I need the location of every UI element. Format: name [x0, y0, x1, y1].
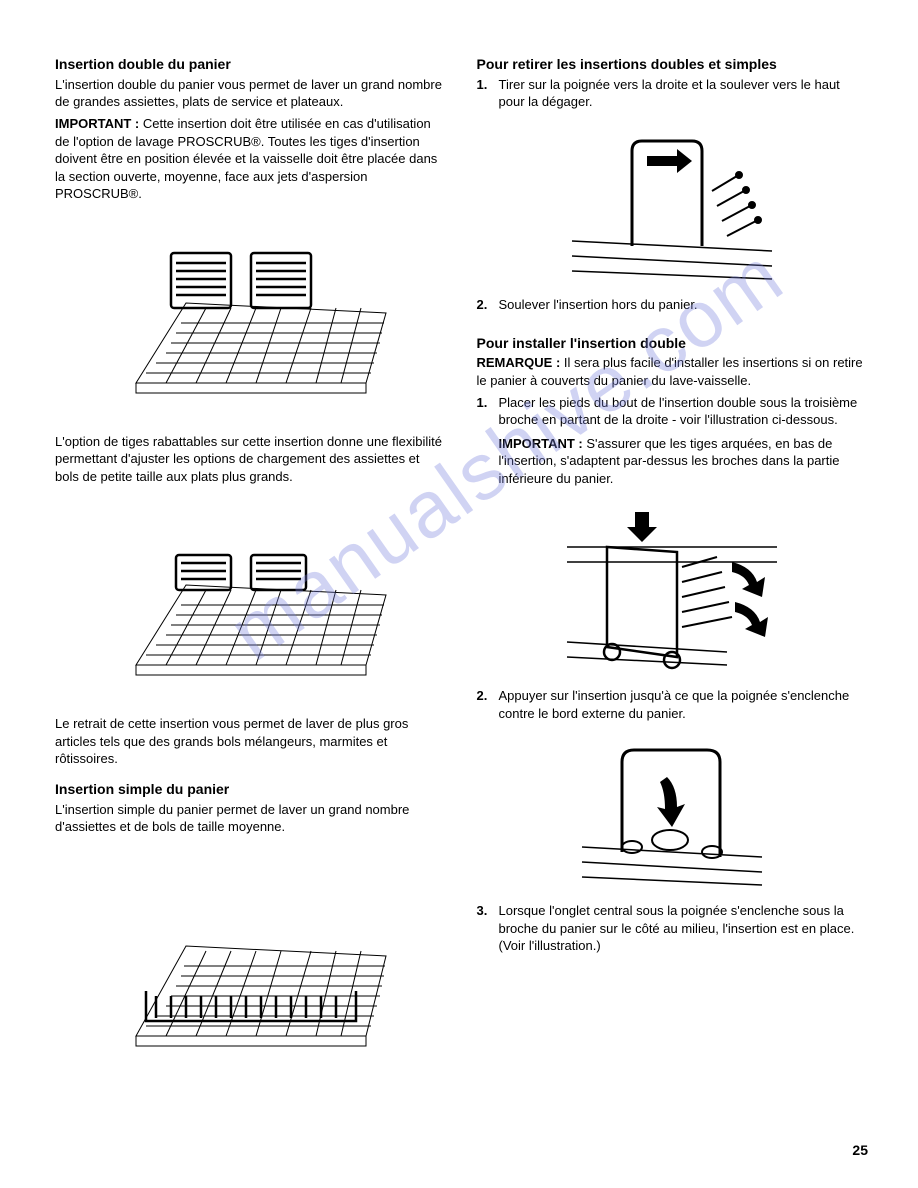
- para-tiges-rabattables: L'option de tiges rabattables sur cette …: [55, 433, 447, 486]
- page-number: 25: [852, 1141, 868, 1160]
- steps-retirer-2: 2. Soulever l'insertion hors du panier.: [477, 296, 869, 314]
- important-label-1: IMPORTANT :: [55, 116, 139, 131]
- step-num-2: 2.: [477, 296, 499, 314]
- rack-svg-3: [106, 846, 396, 1076]
- step-retirer-1: 1. Tirer sur la poignée vers la droite e…: [477, 76, 869, 111]
- step-install-num-1: 1.: [477, 394, 499, 488]
- step1-important: IMPORTANT : S'assurer que les tiges arqu…: [499, 435, 869, 488]
- important-label-2: IMPORTANT :: [499, 436, 583, 451]
- heading-retirer: Pour retirer les insertions doubles et s…: [477, 55, 869, 74]
- remarque-label: REMARQUE :: [477, 355, 561, 370]
- step-install-3: 3. Lorsque l'onglet central sous la poig…: [477, 902, 869, 955]
- para-remarque: REMARQUE : Il sera plus facile d'install…: [477, 354, 869, 389]
- step-install-2: 2. Appuyer sur l'insertion jusqu'à ce qu…: [477, 687, 869, 722]
- illustration-rack-double-1: [55, 213, 447, 423]
- para-retrait: Le retrait de cette insertion vous perme…: [55, 715, 447, 768]
- para-double-intro: L'insertion double du panier vous permet…: [55, 76, 447, 111]
- step-retirer-2: 2. Soulever l'insertion hors du panier.: [477, 296, 869, 314]
- steps-installer: 1. Placer les pieds du bout de l'inserti…: [477, 394, 869, 488]
- install-svg-2: [572, 732, 772, 892]
- steps-installer-3: 3. Lorsque l'onglet central sous la poig…: [477, 902, 869, 955]
- two-column-layout: Insertion double du panier L'insertion d…: [55, 55, 868, 1086]
- step-install-num-3: 3.: [477, 902, 499, 955]
- heading-insertion-double: Insertion double du panier: [55, 55, 447, 74]
- para-simple-intro: L'insertion simple du panier permet de l…: [55, 801, 447, 836]
- illustration-rack-simple: [55, 846, 447, 1076]
- step-install-1: 1. Placer les pieds du bout de l'inserti…: [477, 394, 869, 488]
- step1-main: Placer les pieds du bout de l'insertion …: [499, 395, 858, 428]
- remove-svg: [562, 121, 782, 286]
- heading-installer: Pour installer l'insertion double: [477, 334, 869, 353]
- steps-retirer: 1. Tirer sur la poignée vers la droite e…: [477, 76, 869, 111]
- steps-installer-2: 2. Appuyer sur l'insertion jusqu'à ce qu…: [477, 687, 869, 722]
- step-num-1: 1.: [477, 76, 499, 111]
- illustration-rack-double-2: [55, 495, 447, 705]
- illustration-install-1: [477, 497, 869, 677]
- heading-insertion-simple: Insertion simple du panier: [55, 780, 447, 799]
- para-important-1: IMPORTANT : Cette insertion doit être ut…: [55, 115, 447, 203]
- illustration-remove: [477, 121, 869, 286]
- step-install-text-3: Lorsque l'onglet central sous la poignée…: [499, 902, 869, 955]
- install-svg-1: [557, 497, 787, 677]
- step-text-1: Tirer sur la poignée vers la droite et l…: [499, 76, 869, 111]
- illustration-install-2: [477, 732, 869, 892]
- left-column: Insertion double du panier L'insertion d…: [55, 55, 447, 1086]
- rack-svg-2: [106, 495, 396, 705]
- step-install-text-1: Placer les pieds du bout de l'insertion …: [499, 394, 869, 488]
- step-text-2: Soulever l'insertion hors du panier.: [499, 296, 869, 314]
- right-column: Pour retirer les insertions doubles et s…: [477, 55, 869, 1086]
- step-install-num-2: 2.: [477, 687, 499, 722]
- step-install-text-2: Appuyer sur l'insertion jusqu'à ce que l…: [499, 687, 869, 722]
- rack-svg-1: [106, 213, 396, 423]
